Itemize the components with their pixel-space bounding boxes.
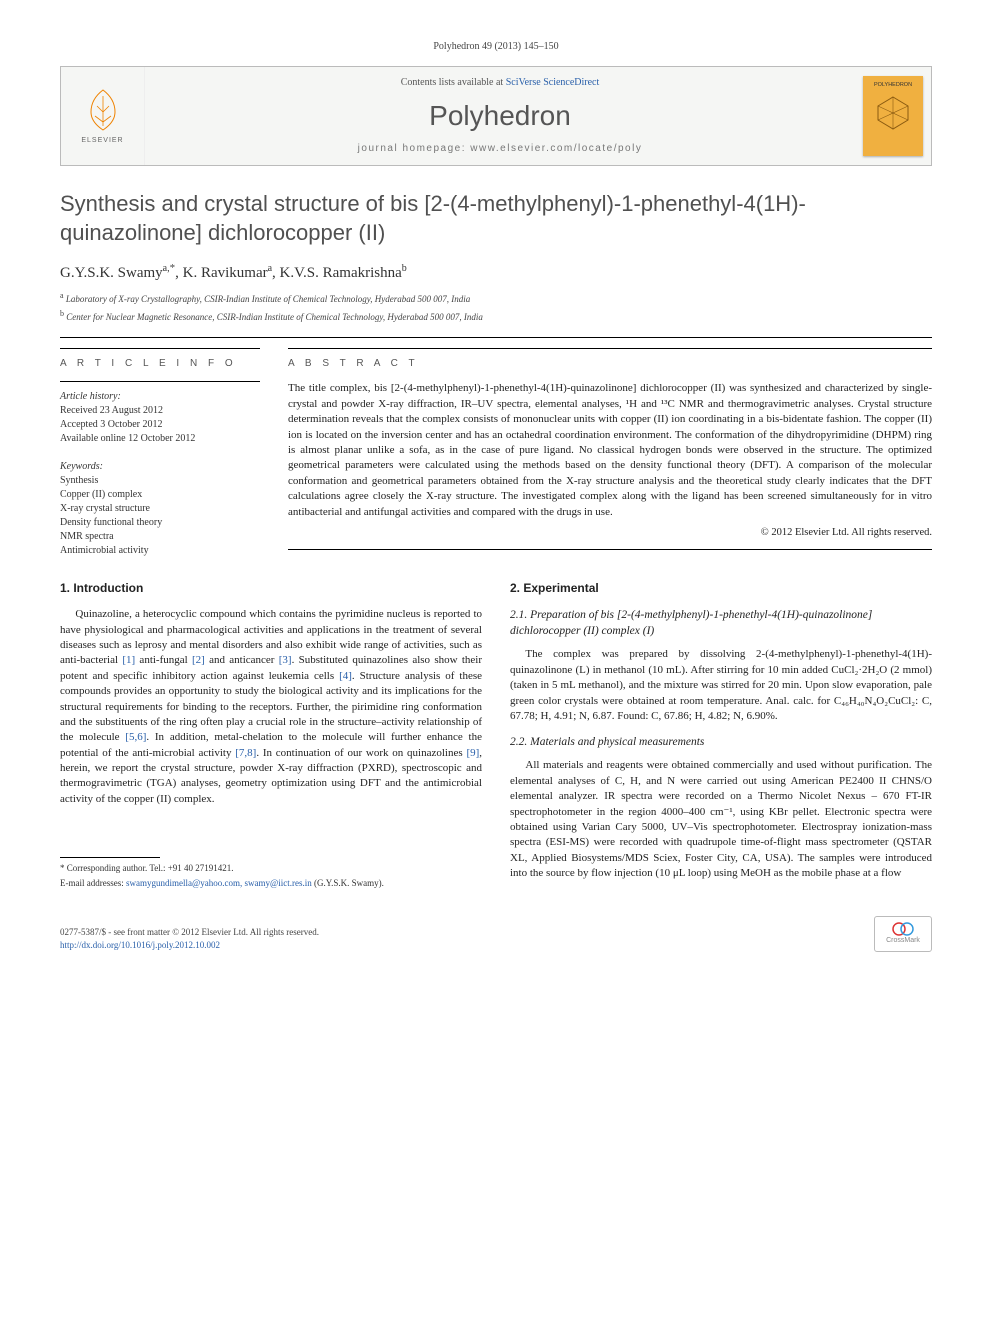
abs-bottom-rule (288, 549, 932, 550)
citation-link[interactable]: [3] (279, 654, 292, 666)
keyword: Density functional theory (60, 516, 260, 530)
homepage-url: www.elsevier.com/locate/poly (470, 143, 642, 154)
email-link[interactable]: swamygundimella@yahoo.com, swamy@iict.re… (126, 878, 312, 888)
keyword: Synthesis (60, 474, 260, 488)
running-head: Polyhedron 49 (2013) 145–150 (60, 40, 932, 54)
section-heading-intro: 1. Introduction (60, 580, 482, 597)
banner-center: Contents lists available at SciVerse Sci… (145, 67, 855, 165)
intro-paragraph: Quinazoline, a heterocyclic compound whi… (60, 607, 482, 807)
history-accepted: Accepted 3 October 2012 (60, 418, 260, 432)
history-received: Received 23 August 2012 (60, 404, 260, 418)
footer-left: 0277-5387/$ - see front matter © 2012 El… (60, 926, 319, 951)
info-top-rule (60, 348, 260, 349)
keyword: Antimicrobial activity (60, 544, 260, 558)
abstract-text: The title complex, bis [2-(4-methylpheny… (288, 381, 932, 520)
s22-paragraph: All materials and reagents were obtained… (510, 758, 932, 881)
polyhedron-icon (875, 94, 911, 130)
keywords-label: Keywords: (60, 460, 260, 474)
corresponding-author-note: * Corresponding author. Tel.: +91 40 271… (60, 862, 482, 875)
affiliation: a Laboratory of X-ray Crystallography, C… (60, 290, 932, 306)
crossmark-badge[interactable]: CrossMark (874, 916, 932, 952)
history-online: Available online 12 October 2012 (60, 432, 260, 446)
affiliation: b Center for Nuclear Magnetic Resonance,… (60, 308, 932, 324)
email-label: E-mail addresses: (60, 878, 126, 888)
footnotes: * Corresponding author. Tel.: +91 40 271… (60, 857, 482, 889)
article-info-label: A R T I C L E I N F O (60, 357, 260, 371)
subsection-heading-21: 2.1. Preparation of bis [2-(4-methylphen… (510, 607, 932, 639)
elsevier-tree-icon (81, 86, 125, 134)
issn-line: 0277-5387/$ - see front matter © 2012 El… (60, 926, 319, 939)
abs-top-rule (288, 348, 932, 349)
article-info-column: A R T I C L E I N F O Article history: R… (60, 348, 260, 558)
citation-link[interactable]: [9] (466, 747, 479, 759)
journal-cover-thumb: POLYHEDRON (863, 76, 923, 156)
body-columns: 1. Introduction Quinazoline, a heterocyc… (60, 580, 932, 891)
right-column: 2. Experimental 2.1. Preparation of bis … (510, 580, 932, 891)
citation-link[interactable]: [1] (122, 654, 135, 666)
doi-link[interactable]: http://dx.doi.org/10.1016/j.poly.2012.10… (60, 940, 220, 950)
crossmark-icon (892, 922, 914, 936)
publisher-logo-cell: ELSEVIER (61, 67, 145, 165)
citation-link[interactable]: [7,8] (235, 747, 256, 759)
copyright-line: © 2012 Elsevier Ltd. All rights reserved… (288, 526, 932, 541)
cover-cell: POLYHEDRON (855, 67, 931, 165)
keywords-block: SynthesisCopper (II) complexX-ray crysta… (60, 474, 260, 558)
info-rule-2 (60, 381, 260, 382)
article-title: Synthesis and crystal structure of bis [… (60, 190, 932, 247)
footnote-rule (60, 857, 160, 858)
s21-paragraph: The complex was prepared by dissolving 2… (510, 647, 932, 724)
homepage-prefix: journal homepage: (358, 143, 471, 154)
homepage-line: journal homepage: www.elsevier.com/locat… (358, 142, 643, 156)
keyword: Copper (II) complex (60, 488, 260, 502)
cover-label: POLYHEDRON (874, 82, 912, 90)
crossmark-label: CrossMark (886, 936, 920, 946)
subsection-heading-22: 2.2. Materials and physical measurements (510, 734, 932, 750)
keyword: NMR spectra (60, 530, 260, 544)
elsevier-logo: ELSEVIER (75, 82, 131, 150)
abstract-label: A B S T R A C T (288, 357, 932, 371)
contents-prefix: Contents lists available at (401, 77, 506, 88)
elsevier-name-label: ELSEVIER (81, 136, 123, 146)
journal-banner: ELSEVIER Contents lists available at Sci… (60, 66, 932, 166)
email-note: E-mail addresses: swamygundimella@yahoo.… (60, 877, 482, 890)
email-paren: (G.Y.S.K. Swamy). (312, 878, 384, 888)
sciencedirect-link[interactable]: SciVerse ScienceDirect (506, 77, 600, 88)
authors-line: G.Y.S.K. Swamya,*, K. Ravikumara, K.V.S.… (60, 261, 932, 284)
history-label: Article history: (60, 390, 260, 404)
citation-link[interactable]: [4] (339, 670, 352, 682)
keyword: X-ray crystal structure (60, 502, 260, 516)
left-column: 1. Introduction Quinazoline, a heterocyc… (60, 580, 482, 891)
contents-line: Contents lists available at SciVerse Sci… (401, 76, 600, 90)
citation-link[interactable]: [5,6] (125, 731, 146, 743)
affiliations: a Laboratory of X-ray Crystallography, C… (60, 290, 932, 323)
page-footer: 0277-5387/$ - see front matter © 2012 El… (60, 916, 932, 952)
abstract-column: A B S T R A C T The title complex, bis [… (288, 348, 932, 558)
title-rule (60, 337, 932, 338)
section-heading-experimental: 2. Experimental (510, 580, 932, 597)
journal-name: Polyhedron (429, 96, 571, 135)
info-abstract-row: A R T I C L E I N F O Article history: R… (60, 348, 932, 558)
citation-link[interactable]: [2] (192, 654, 205, 666)
